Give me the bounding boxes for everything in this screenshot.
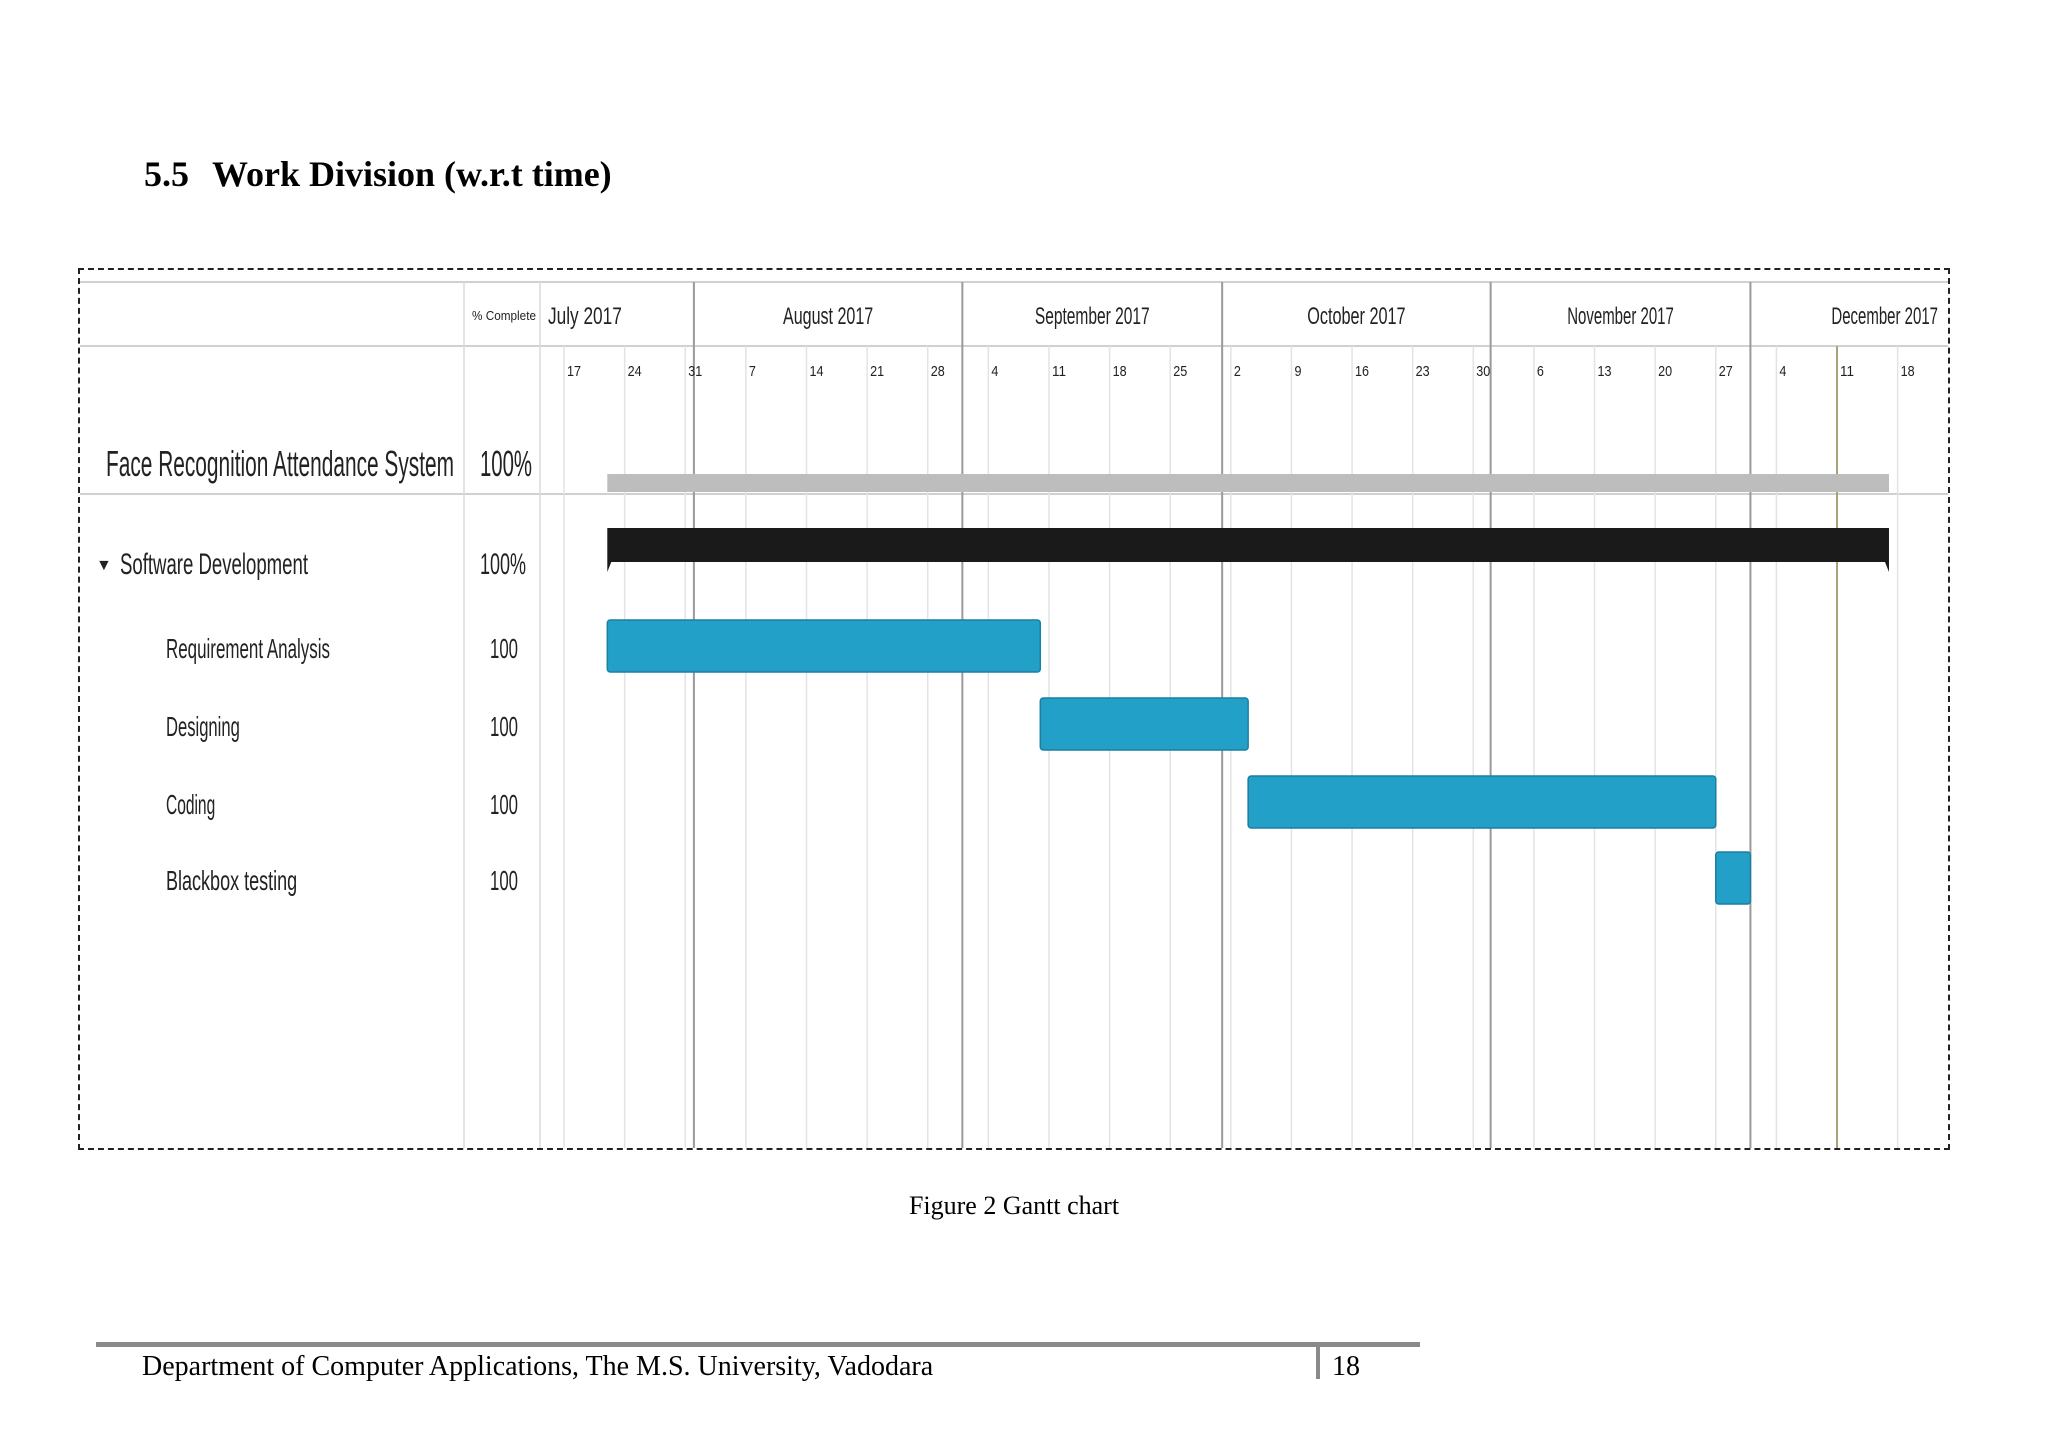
task-name: Requirement Analysis bbox=[166, 633, 330, 664]
month-label: August 2017 bbox=[783, 303, 873, 330]
summary-task-complete: 100% bbox=[480, 548, 526, 581]
week-tick-label: 20 bbox=[1658, 363, 1672, 380]
month-label: November 2017 bbox=[1567, 303, 1674, 330]
week-tick-label: 7 bbox=[749, 363, 756, 380]
figure-caption: Figure 2 Gantt chart bbox=[908, 1191, 1120, 1220]
week-tick-label: 17 bbox=[567, 363, 581, 380]
task-complete: 100 bbox=[490, 789, 518, 820]
week-tick-label: 2 bbox=[1234, 363, 1241, 380]
week-tick-label: 14 bbox=[809, 363, 823, 380]
week-tick-label: 11 bbox=[1840, 363, 1854, 380]
task-complete: 100 bbox=[490, 865, 518, 896]
task-complete: 100 bbox=[490, 633, 518, 664]
figure-frame bbox=[78, 268, 1950, 1150]
week-tick-label: 27 bbox=[1719, 363, 1733, 380]
week-tick-label: 11 bbox=[1052, 363, 1066, 380]
collapse-triangle-icon: ▼ bbox=[96, 557, 112, 574]
task-complete: 100 bbox=[490, 711, 518, 742]
task-name: Blackbox testing bbox=[166, 865, 297, 896]
week-tick-label: 24 bbox=[628, 363, 642, 380]
complete-column-header: % Complete bbox=[472, 308, 536, 323]
section-title: Work Division (w.r.t time) bbox=[212, 154, 612, 194]
week-tick-label: 6 bbox=[1537, 363, 1544, 380]
footer-separator bbox=[1316, 1347, 1320, 1379]
task-bar bbox=[606, 619, 1042, 673]
week-tick-label: 30 bbox=[1476, 363, 1490, 380]
week-tick-label: 25 bbox=[1173, 363, 1187, 380]
summary-task-bar bbox=[607, 528, 1889, 572]
month-label: December 2017 bbox=[1831, 303, 1938, 330]
week-tick-label: 31 bbox=[688, 363, 702, 380]
gantt-svg: % Complete July 2017 August 2017 September … bbox=[80, 281, 1948, 1148]
task-bar bbox=[1715, 851, 1752, 905]
week-tick-label: 16 bbox=[1355, 363, 1369, 380]
project-complete: 100% bbox=[480, 443, 532, 484]
week-tick-label: 28 bbox=[931, 363, 945, 380]
task-bar bbox=[1247, 775, 1717, 829]
page-number: 18 bbox=[1332, 1351, 1360, 1382]
project-bar bbox=[607, 474, 1889, 492]
task-bar bbox=[1039, 697, 1249, 751]
task-name: Coding bbox=[166, 789, 215, 820]
gantt-chart: % Complete July 2017 August 2017 September … bbox=[80, 270, 1948, 1148]
summary-task-name: Software Development bbox=[120, 548, 308, 581]
week-tick-label: 18 bbox=[1113, 363, 1127, 380]
footer-rule bbox=[96, 1342, 1420, 1347]
project-name: Face Recognition Attendance System bbox=[106, 443, 454, 484]
month-label: September 2017 bbox=[1035, 303, 1150, 330]
month-label: July 2017 bbox=[548, 303, 622, 330]
footer-department: Department of Computer Applications, The… bbox=[142, 1351, 934, 1382]
week-tick-label: 4 bbox=[1779, 363, 1786, 380]
week-tick-label: 18 bbox=[1901, 363, 1915, 380]
section-heading: 5.5 Work Division (w.r.t time) bbox=[144, 152, 612, 196]
week-tick-label: 21 bbox=[870, 363, 884, 380]
task-name: Designing bbox=[166, 711, 240, 742]
month-label: October 2017 bbox=[1307, 303, 1405, 330]
week-tick-label: 9 bbox=[1294, 363, 1301, 380]
week-tick-label: 4 bbox=[991, 363, 998, 380]
section-number: 5.5 bbox=[144, 154, 189, 194]
week-tick-label: 13 bbox=[1598, 363, 1612, 380]
week-tick-label: 23 bbox=[1416, 363, 1430, 380]
